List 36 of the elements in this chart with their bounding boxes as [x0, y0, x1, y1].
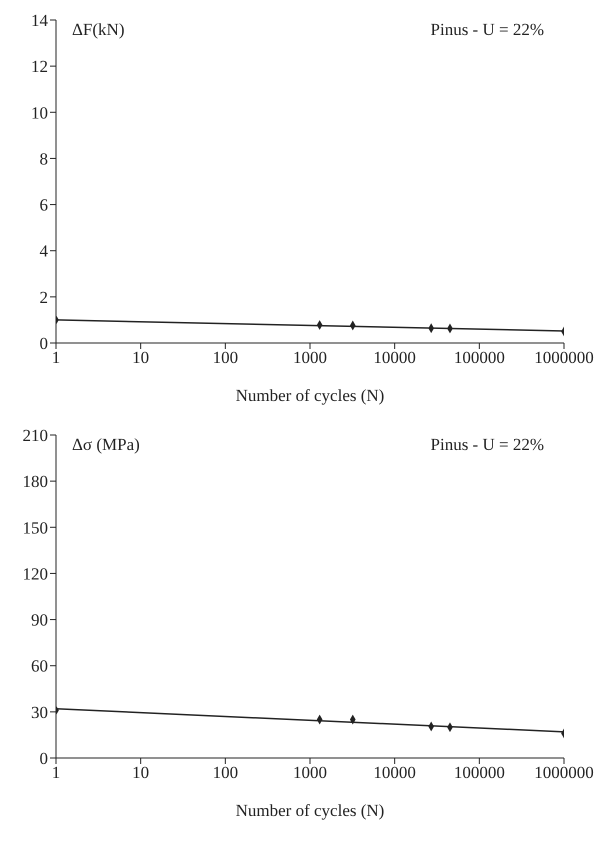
- y-tick-label: 4: [40, 242, 48, 261]
- x-tick-label: 1000: [293, 763, 327, 782]
- x-tick-label: 10: [132, 763, 150, 782]
- x-tick-label: 1000000: [534, 348, 594, 368]
- x-tick-label: 10: [132, 348, 150, 368]
- y-tick-label: 8: [40, 149, 48, 168]
- y-tick-label: 150: [22, 518, 48, 538]
- x-tick-label: 100000: [454, 763, 505, 782]
- annotation: Pinus - U = 22%: [430, 435, 544, 455]
- y-tick-label: 0: [40, 749, 48, 768]
- y-tick-label: 210: [22, 426, 48, 446]
- x-tick-label: 10000: [373, 763, 416, 782]
- y-tick-label: 12: [31, 57, 48, 76]
- x-axis-title: Number of cycles (N): [236, 801, 384, 820]
- x-tick-label: 1: [52, 763, 60, 782]
- y-axis-title: Δσ (MPa): [72, 435, 140, 455]
- y-tick-label: 6: [40, 196, 48, 215]
- x-tick-label: 100000: [454, 348, 505, 368]
- y-tick-label: 0: [40, 334, 48, 354]
- y-tick-label: 30: [31, 702, 48, 722]
- y-tick-label: 180: [22, 472, 48, 492]
- x-tick-label: 1: [52, 348, 60, 368]
- x-tick-label: 1000: [293, 348, 327, 368]
- x-tick-label: 100: [212, 763, 238, 782]
- x-axis-title: Number of cycles (N): [236, 386, 384, 405]
- y-tick-label: 120: [22, 564, 48, 584]
- x-tick-label: 10000: [373, 348, 416, 368]
- x-tick-label: 100: [212, 348, 238, 368]
- y-tick-label: 60: [31, 656, 48, 676]
- y-tick-label: 2: [40, 288, 48, 307]
- y-tick-label: 10: [31, 103, 48, 122]
- annotation: Pinus - U = 22%: [430, 20, 544, 40]
- x-tick-label: 1000000: [534, 763, 594, 782]
- y-tick-label: 14: [31, 11, 48, 30]
- y-tick-label: 90: [31, 610, 48, 630]
- y-axis-title: ΔF(kN): [72, 20, 124, 40]
